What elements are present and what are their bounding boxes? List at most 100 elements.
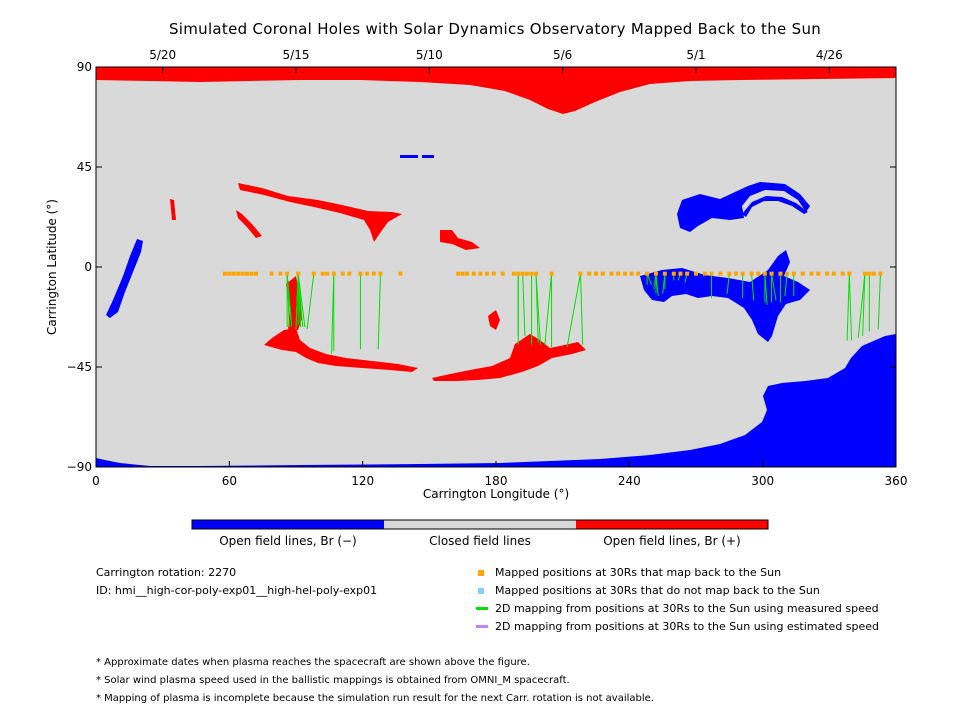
mapped-position-point — [645, 271, 650, 276]
mapped-position-point — [756, 271, 761, 276]
south-polar-negative-hole — [96, 334, 896, 467]
date-tick-label: 5/1 — [686, 48, 705, 62]
x-tick-label: 240 — [618, 474, 641, 488]
run-id-text: ID: hmi__high-cor-poly-exp01__high-hel-p… — [96, 584, 378, 597]
mapping-line — [544, 273, 553, 345]
mapped-position-point — [785, 271, 790, 276]
x-tick-label: 360 — [885, 474, 908, 488]
mapped-position-point — [694, 271, 698, 276]
mapped-position-point — [254, 271, 258, 276]
mapped-position-point — [816, 271, 821, 276]
colorbar — [191, 519, 769, 530]
mapped-position-point — [365, 271, 370, 276]
positive-hole-north-small-b — [440, 230, 480, 250]
date-tick-label: 5/15 — [283, 48, 310, 62]
legend-label: 2D mapping from positions at 30Rs to the… — [495, 620, 880, 633]
mapped-position-point — [740, 271, 745, 276]
mapped-position-point — [227, 271, 232, 276]
mapped-position-point — [347, 271, 352, 276]
mapped-position-point — [456, 271, 461, 276]
mapped-position-point — [709, 271, 714, 276]
mapped-position-point — [491, 271, 496, 276]
mapping-line — [297, 273, 301, 328]
mapped-position-point — [222, 271, 227, 276]
positive-hole-north-streak — [238, 183, 402, 242]
mapping-line — [857, 273, 866, 339]
y-tick-label: 45 — [77, 160, 92, 174]
mapped-points-group — [222, 271, 883, 276]
mapped-position-point — [594, 271, 598, 276]
legend-measured-speed: 2D mapping from positions at 30Rs to the… — [476, 602, 879, 615]
chart-title: Simulated Coronal Holes with Solar Dynam… — [168, 20, 822, 38]
legend-unmapped-points: Mapped positions at 30Rs that do not map… — [478, 584, 820, 597]
y-tick-label: 90 — [77, 60, 92, 74]
y-tick-label: −45 — [67, 360, 92, 374]
legend-label: 2D mapping from positions at 30Rs to the… — [495, 602, 879, 615]
mapped-position-point — [685, 271, 690, 276]
x-tick-label: 180 — [485, 474, 508, 488]
mapped-position-point — [320, 271, 325, 276]
colorbar-label-closed: Closed field lines — [429, 534, 531, 548]
orange-square-icon — [478, 569, 484, 576]
mapping-line — [764, 273, 768, 305]
legend-label: Mapped positions at 30Rs that do not map… — [495, 584, 820, 597]
mapped-position-point — [800, 271, 805, 276]
legend-estimated-speed: 2D mapping from positions at 30Rs to the… — [476, 620, 879, 633]
mapped-position-point — [529, 271, 534, 276]
positive-hole-central-small — [488, 310, 500, 330]
mapping-line — [579, 273, 584, 345]
mapped-position-point — [609, 271, 614, 276]
colorbar-label-negative: Open field lines, Br (−) — [219, 534, 357, 548]
mapped-position-point — [325, 271, 330, 276]
mapped-position-point — [269, 271, 274, 276]
mapped-position-point — [240, 271, 245, 276]
date-tick-label: 4/26 — [816, 48, 843, 62]
mapped-position-point — [662, 271, 667, 276]
map-plot-area — [96, 67, 896, 467]
axes-group: 0 60 120 180 240 300 360 90 45 0 −45 −90 5/20 5/15 5/1… — [67, 48, 908, 488]
x-axis-label: Carrington Longitude (°) — [423, 487, 569, 501]
mapped-position-point — [878, 271, 883, 276]
mapped-position-point — [840, 271, 845, 276]
mapping-line — [306, 273, 315, 330]
positive-hole-north-small-a — [236, 210, 262, 238]
mapping-line — [862, 273, 866, 336]
date-tick-label: 5/10 — [416, 48, 443, 62]
lightblue-square-icon — [478, 587, 484, 594]
mapped-position-point — [718, 271, 723, 276]
mapped-position-point — [340, 271, 345, 276]
mapped-position-point — [378, 271, 383, 276]
closed-field-region — [96, 67, 896, 467]
mapped-position-point — [847, 271, 852, 276]
mapped-position-point — [478, 271, 483, 276]
mapped-position-point — [769, 271, 774, 276]
negative-hole-north-east — [677, 182, 810, 232]
mapping-line — [726, 273, 730, 294]
mapped-position-point — [762, 271, 767, 276]
mapped-position-point — [525, 271, 530, 276]
colorbar-label-positive: Open field lines, Br (+) — [603, 534, 741, 548]
mapped-position-point — [734, 271, 738, 276]
mapped-position-point — [825, 271, 830, 276]
date-tick-label: 5/20 — [149, 48, 176, 62]
carrington-rotation-text: Carrington rotation: 2270 — [96, 566, 237, 579]
mapped-position-point — [500, 271, 505, 276]
negative-hole-arc — [742, 196, 808, 217]
mapped-position-point — [654, 271, 658, 276]
mapped-position-point — [465, 271, 470, 276]
mapped-position-point — [831, 271, 836, 276]
mapped-position-point — [331, 271, 336, 276]
mapping-line — [784, 273, 788, 296]
legend-mapped-points: Mapped positions at 30Rs that map back t… — [478, 566, 781, 579]
mapped-position-point — [471, 271, 476, 276]
mapping-line — [877, 273, 881, 330]
mapped-position-point — [398, 271, 403, 276]
mapping-line — [377, 273, 381, 350]
positive-hole-central — [432, 334, 586, 381]
mapped-position-point — [358, 271, 363, 276]
mapped-position-point — [600, 271, 605, 276]
mapped-position-point — [727, 271, 732, 276]
mapped-position-point — [578, 271, 583, 276]
mapping-line — [655, 273, 659, 296]
